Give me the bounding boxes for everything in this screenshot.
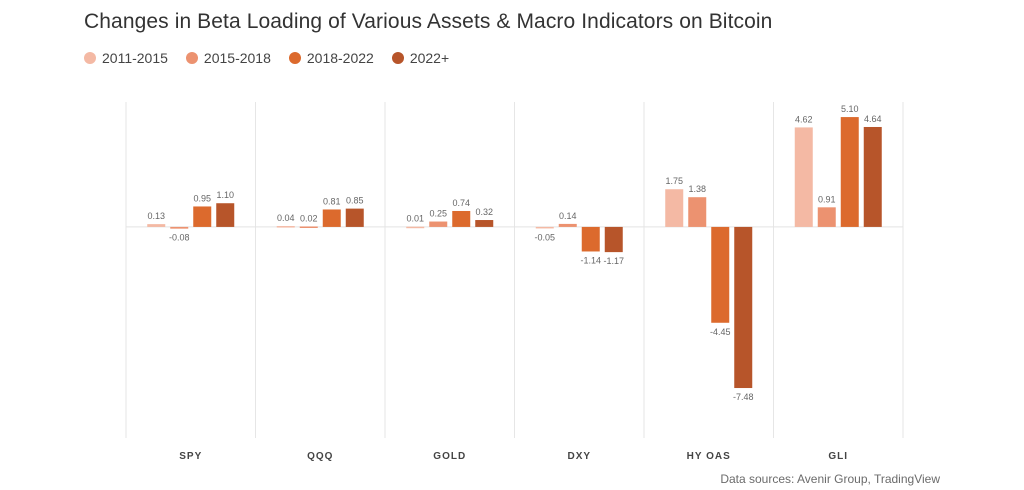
data-label: 0.25 [429, 209, 447, 219]
data-label: -1.17 [603, 256, 624, 266]
data-label: -1.14 [580, 255, 601, 265]
bar-gli-3 [863, 126, 882, 227]
bar-hy-oas-1 [688, 197, 707, 227]
bar-spy-2 [193, 206, 212, 227]
bar-dxy-0 [535, 226, 554, 229]
data-label: 1.75 [665, 176, 683, 186]
data-label: 0.95 [193, 193, 211, 203]
category-label: GLI [828, 451, 848, 462]
legend-label: 2011-2015 [102, 50, 168, 66]
data-label: 0.32 [475, 207, 493, 217]
bar-qqq-2 [322, 209, 341, 227]
data-label: 0.04 [277, 213, 295, 223]
bar-hy-oas-0 [665, 189, 684, 227]
bar-qqq-3 [345, 208, 364, 227]
legend-item-2022-plus: 2022+ [391, 50, 450, 66]
category-label: DXY [567, 451, 591, 462]
data-label: -7.48 [733, 392, 754, 402]
category-label: SPY [179, 451, 202, 462]
category-label: GOLD [433, 451, 466, 462]
data-label: -4.45 [710, 327, 731, 337]
data-label: 1.38 [688, 184, 706, 194]
bar-hy-oas-3 [734, 226, 753, 389]
category-label: QQQ [307, 451, 333, 462]
data-label: 0.13 [147, 211, 165, 221]
bar-gold-0 [406, 226, 425, 229]
bar-gli-1 [817, 207, 836, 227]
bar-chart: 0.13 -0.08 0.95 1.10 SPY 0.04 0.02 0.81 0.85 QQQ 0… [125, 102, 904, 462]
bar-dxy-1 [558, 223, 577, 227]
legend-item-2018-2022: 2018-2022 [288, 50, 374, 66]
data-label: 4.62 [795, 114, 813, 124]
data-label: 0.02 [300, 213, 318, 223]
bar-hy-oas-2 [711, 226, 730, 323]
data-label: 0.85 [346, 196, 364, 206]
bar-gold-2 [452, 210, 471, 227]
bar-qqq-0 [276, 226, 295, 228]
data-source-note: Data sources: Avenir Group, TradingView [720, 472, 940, 486]
bar-dxy-3 [604, 226, 623, 253]
bar-gli-0 [794, 127, 813, 227]
data-label: 0.91 [818, 194, 836, 204]
legend-label: 2018-2022 [306, 50, 374, 66]
category-label: HY OAS [687, 451, 731, 462]
bar-spy-0 [147, 224, 166, 227]
data-label: 0.74 [452, 198, 470, 208]
legend-item-2015-2018: 2015-2018 [185, 50, 271, 66]
legend-swatch [288, 52, 301, 64]
bar-gli-2 [840, 117, 859, 227]
data-label: 0.14 [559, 211, 577, 221]
data-label: -0.05 [534, 232, 555, 242]
legend: 2011-2015 2015-2018 2018-2022 2022+ [84, 50, 449, 66]
bar-spy-3 [216, 203, 235, 227]
legend-label: 2022+ [409, 50, 450, 66]
legend-swatch [391, 52, 404, 64]
bar-spy-1 [170, 226, 189, 229]
data-label: -0.08 [169, 233, 190, 243]
legend-label: 2015-2018 [203, 50, 271, 66]
legend-item-2011-2015: 2011-2015 [84, 50, 168, 66]
bar-gold-3 [475, 220, 494, 227]
data-label: 5.10 [841, 104, 859, 114]
chart-title: Changes in Beta Loading of Various Asset… [84, 10, 773, 33]
bar-qqq-1 [299, 226, 318, 228]
data-label: 1.10 [216, 190, 234, 200]
data-label: 4.64 [864, 114, 882, 124]
data-label: 0.01 [406, 214, 424, 224]
bar-dxy-2 [581, 226, 600, 252]
legend-swatch [185, 52, 198, 64]
data-label: 0.81 [323, 196, 341, 206]
bar-gold-1 [429, 221, 448, 227]
legend-swatch [84, 52, 96, 64]
